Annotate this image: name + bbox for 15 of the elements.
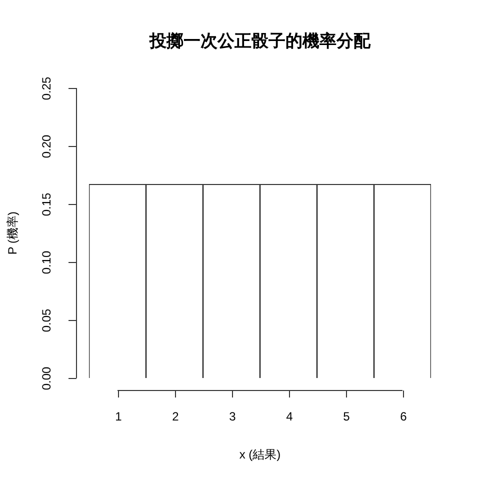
y-tick-label: 0.10 bbox=[39, 250, 54, 274]
x-tick-label: 2 bbox=[172, 409, 180, 424]
y-tick-label: 0.20 bbox=[39, 134, 54, 158]
x-tick-label: 4 bbox=[286, 409, 294, 424]
y-tick-label: 0.25 bbox=[39, 76, 54, 100]
y-tick-label: 0.05 bbox=[39, 308, 54, 332]
x-tick-label: 5 bbox=[343, 409, 350, 424]
x-axis-title: x (結果) bbox=[239, 447, 281, 462]
y-tick-label: 0.00 bbox=[39, 366, 54, 390]
x-tick-label: 6 bbox=[400, 409, 408, 424]
x-tick-label: 1 bbox=[115, 409, 122, 424]
y-axis-title: P (機率) bbox=[5, 211, 20, 255]
y-tick-label: 0.15 bbox=[39, 192, 54, 216]
chart-title: 投擲一次公正骰子的機率分配 bbox=[150, 32, 370, 52]
x-tick-label: 3 bbox=[229, 409, 236, 424]
